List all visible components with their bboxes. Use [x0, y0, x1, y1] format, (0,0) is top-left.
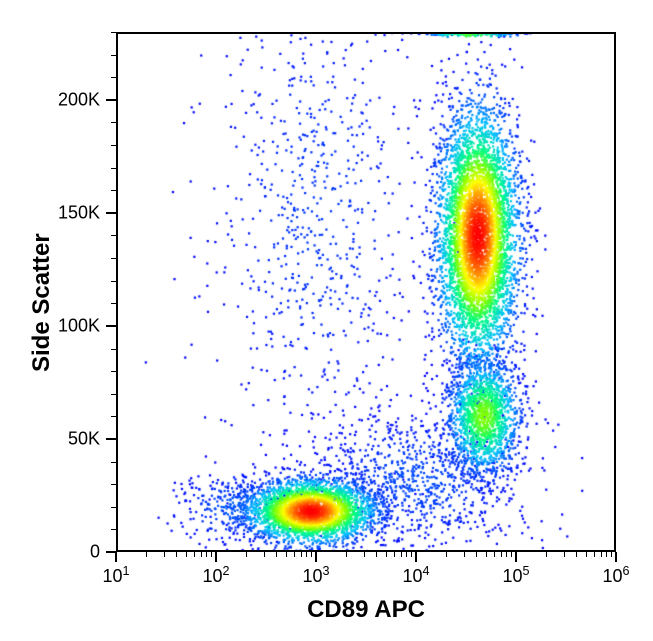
x-minor-tick [194, 552, 195, 557]
x-minor-tick [606, 552, 607, 557]
y-minor-tick [111, 529, 116, 530]
x-tick-label: 104 [402, 566, 429, 587]
y-minor-tick [111, 462, 116, 463]
y-tick-label: 50K [68, 428, 100, 449]
x-minor-tick [386, 552, 387, 557]
y-minor-tick [111, 349, 116, 350]
x-major-tick [315, 552, 317, 562]
y-major-tick [106, 325, 116, 327]
x-tick-label: 101 [102, 566, 129, 587]
x-minor-tick [601, 552, 602, 557]
x-minor-tick [164, 552, 165, 557]
x-minor-tick [286, 552, 287, 557]
y-minor-tick [111, 145, 116, 146]
y-major-tick [106, 99, 116, 101]
x-minor-tick [294, 552, 295, 557]
scatter-canvas [116, 32, 616, 552]
x-major-tick [615, 552, 617, 562]
x-axis-label: CD89 APC [307, 596, 425, 624]
x-tick-label: 103 [302, 566, 329, 587]
y-tick-label: 150K [58, 202, 100, 223]
y-minor-tick [111, 303, 116, 304]
x-minor-tick [576, 552, 577, 557]
x-minor-tick [494, 552, 495, 557]
x-tick-label: 102 [202, 566, 229, 587]
y-minor-tick [111, 371, 116, 372]
x-minor-tick [346, 552, 347, 557]
x-minor-tick [206, 552, 207, 557]
x-minor-tick [186, 552, 187, 557]
x-minor-tick [564, 552, 565, 557]
x-minor-tick [306, 552, 307, 557]
x-minor-tick [146, 552, 147, 557]
x-minor-tick [401, 552, 402, 557]
x-major-tick [115, 552, 117, 562]
x-minor-tick [546, 552, 547, 557]
x-minor-tick [311, 552, 312, 557]
x-minor-tick [594, 552, 595, 557]
x-tick-label: 105 [502, 566, 529, 587]
x-minor-tick [486, 552, 487, 557]
y-minor-tick [111, 416, 116, 417]
x-minor-tick [201, 552, 202, 557]
y-major-tick [106, 438, 116, 440]
x-minor-tick [276, 552, 277, 557]
x-minor-tick [394, 552, 395, 557]
x-minor-tick [364, 552, 365, 557]
x-minor-tick [611, 552, 612, 557]
y-minor-tick [111, 507, 116, 508]
x-major-tick [415, 552, 417, 562]
x-minor-tick [476, 552, 477, 557]
y-minor-tick [111, 235, 116, 236]
x-major-tick [215, 552, 217, 562]
x-minor-tick [464, 552, 465, 557]
y-minor-tick [111, 32, 116, 33]
y-minor-tick [111, 55, 116, 56]
y-major-tick [106, 212, 116, 214]
y-minor-tick [111, 281, 116, 282]
x-minor-tick [506, 552, 507, 557]
x-minor-tick [246, 552, 247, 557]
x-minor-tick [411, 552, 412, 557]
x-minor-tick [586, 552, 587, 557]
flow-cytometry-plot: Side Scatter CD89 APC 101 102 103 104 105 106… [0, 0, 653, 641]
y-minor-tick [111, 484, 116, 485]
x-minor-tick [501, 552, 502, 557]
x-major-tick [515, 552, 517, 562]
y-minor-tick [111, 394, 116, 395]
y-tick-label: 200K [58, 89, 100, 110]
plot-area [116, 32, 616, 552]
x-minor-tick [511, 552, 512, 557]
y-axis-label: Side Scatter [28, 233, 56, 372]
y-minor-tick [111, 122, 116, 123]
x-minor-tick [446, 552, 447, 557]
y-tick-label: 0 [90, 542, 100, 563]
x-minor-tick [264, 552, 265, 557]
y-minor-tick [111, 77, 116, 78]
x-minor-tick [211, 552, 212, 557]
y-minor-tick [111, 168, 116, 169]
x-minor-tick [376, 552, 377, 557]
y-minor-tick [111, 190, 116, 191]
y-minor-tick [111, 258, 116, 259]
y-major-tick [106, 551, 116, 553]
x-minor-tick [406, 552, 407, 557]
x-minor-tick [176, 552, 177, 557]
x-minor-tick [301, 552, 302, 557]
y-tick-label: 100K [58, 315, 100, 336]
x-tick-label: 106 [602, 566, 629, 587]
